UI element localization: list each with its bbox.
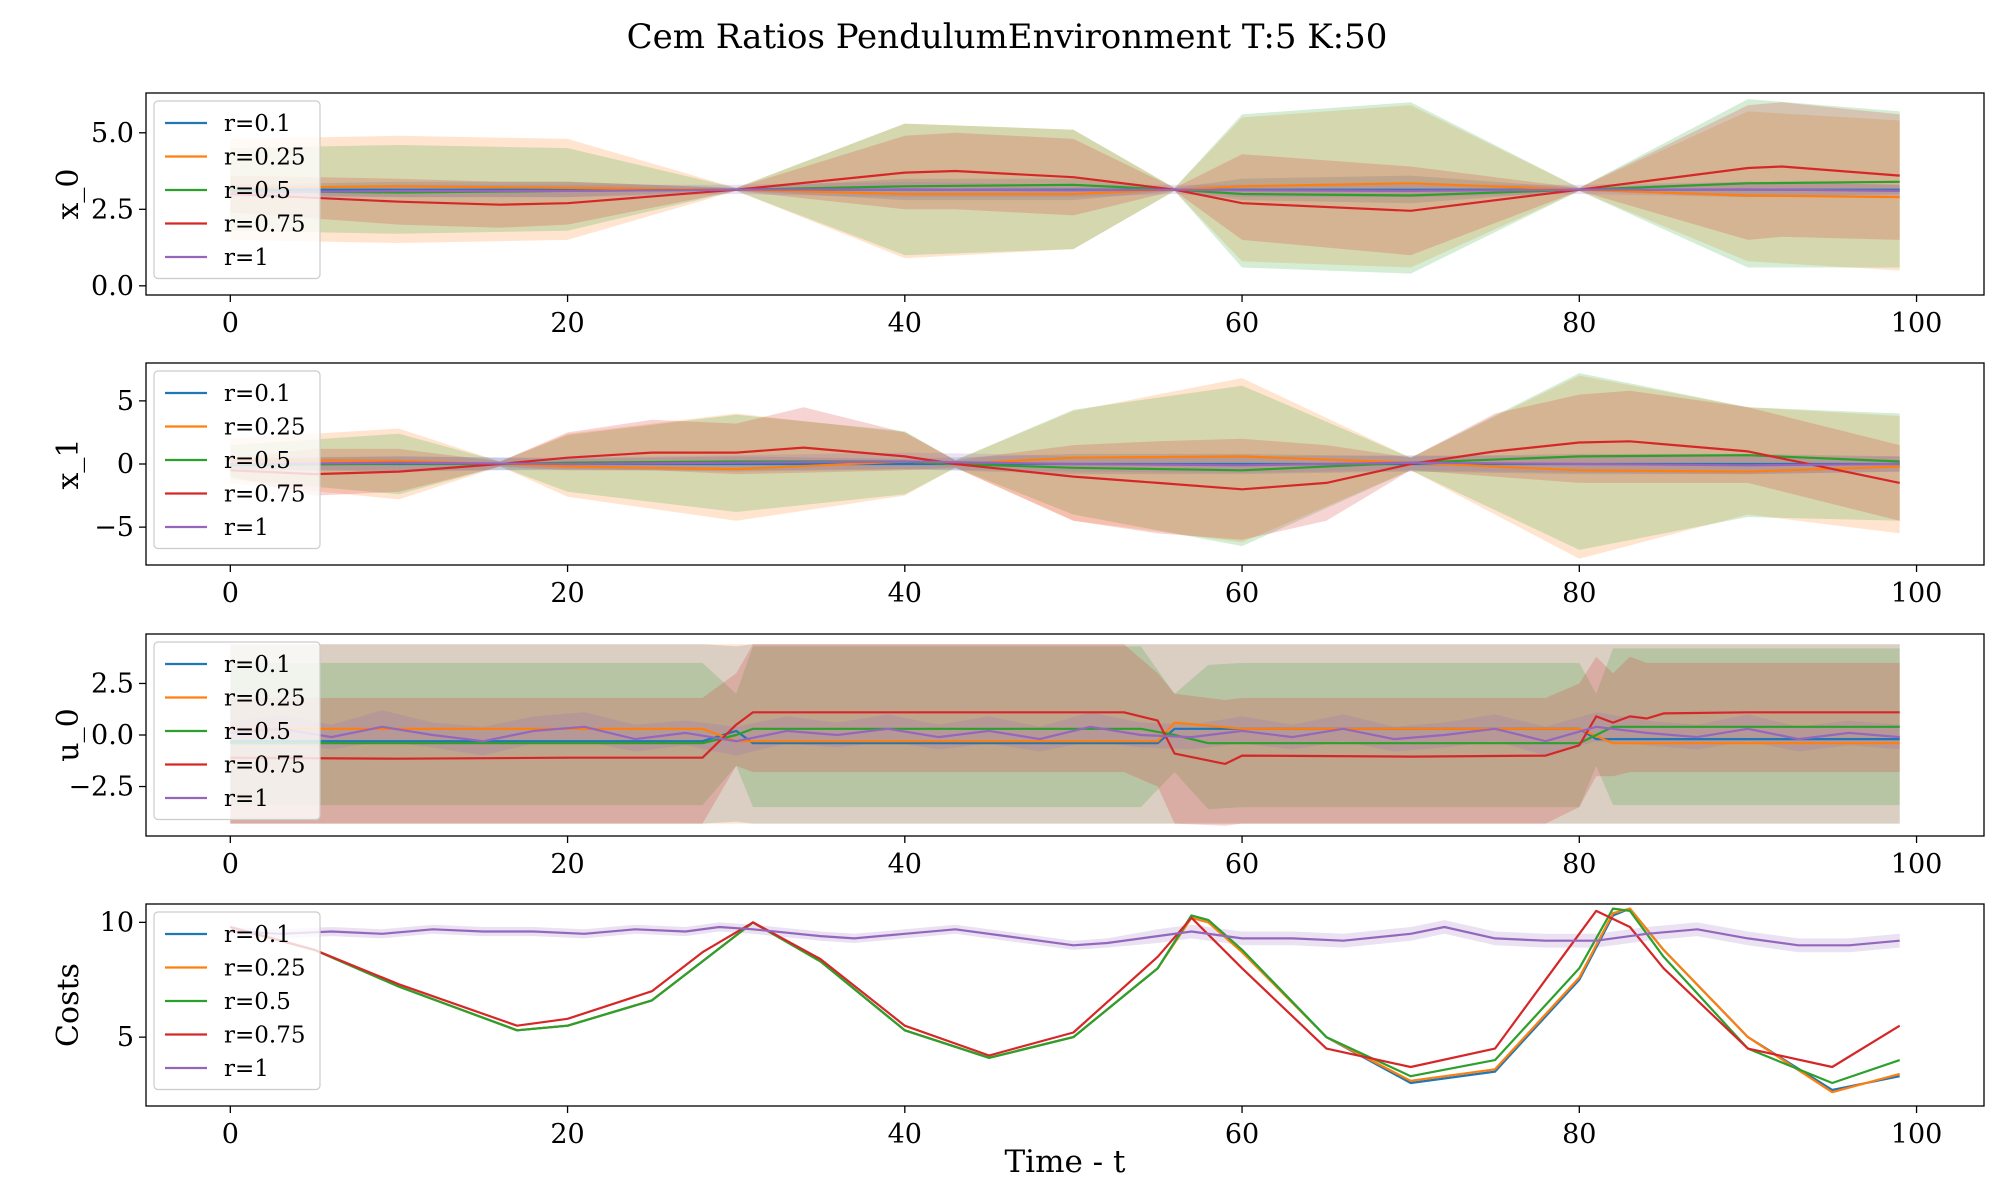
y-axis-label-x-1: x_1 <box>51 438 86 489</box>
band-x-0-r-0-75 <box>230 102 1900 256</box>
x-tick-label-x-0-100: 100 <box>1891 308 1943 339</box>
legend-label-costs-r-0-5: r=0.5 <box>224 989 291 1015</box>
x-tick-label-x-0-0: 0 <box>222 308 239 339</box>
figure-title: Cem Ratios PendulumEnvironment T:5 K:50 <box>627 17 1388 57</box>
y-tick-label-x-0-1: 2.5 <box>91 194 134 225</box>
legend-u-0: r=0.1 r=0.25 r=0.5 r=0.75 r=1 <box>153 641 321 821</box>
plot-area-u-0 <box>230 644 1900 826</box>
line-u-0-r-0-1 <box>230 727 1900 745</box>
line-costs-r-0-5 <box>230 907 1901 1085</box>
y-tick-label-u-0-2: 2.5 <box>91 668 134 699</box>
legend-label-x-1-r-0-5: r=0.5 <box>224 448 291 474</box>
x-tick-label-costs-20: 20 <box>550 1119 584 1150</box>
legend-label-costs-r-0-1: r=0.1 <box>224 922 291 948</box>
x-tick-label-x-0-40: 40 <box>888 308 922 339</box>
x-tick-label-costs-80: 80 <box>1562 1119 1596 1150</box>
line-x-0-r-1 <box>230 188 1900 194</box>
y-tick-label-x-0-0: 0.0 <box>91 271 134 302</box>
x-tick-label-x-1-80: 80 <box>1562 578 1596 609</box>
line-x-0-r-0-75 <box>230 165 1900 212</box>
x-tick-label-x-1-40: 40 <box>888 578 922 609</box>
x-tick-label-costs-60: 60 <box>1225 1119 1259 1150</box>
x-tick-label-x-0-80: 80 <box>1562 308 1596 339</box>
panel-u-0: 0 20 40 60 80 100−2.50.02.5u_0r=0.1r=0.25r=0.… <box>51 633 1985 880</box>
legend-costs: r=0.1 r=0.25 r=0.5 r=0.75 r=1 <box>153 911 321 1091</box>
legend-label-u-0-r-0-1: r=0.1 <box>224 652 291 678</box>
plot-area-x-1 <box>230 373 1900 559</box>
legend-x-1: r=0.1 r=0.25 r=0.5 r=0.75 r=1 <box>153 370 321 550</box>
y-tick-label-costs-1: 10 <box>100 907 134 938</box>
plot-area-x-0 <box>230 99 1900 274</box>
legend-label-x-1-r-0-1: r=0.1 <box>224 381 291 407</box>
legend-label-u-0-r-0-75: r=0.75 <box>224 753 305 779</box>
band-x-1-r-0-75 <box>230 390 1900 540</box>
band-x-1-r-0-5 <box>230 373 1900 550</box>
legend-label-x-1-r-1: r=1 <box>224 515 269 541</box>
line-x-1-r-1 <box>230 460 1900 467</box>
legend-label-x-0-r-0-25: r=0.25 <box>224 145 305 171</box>
band-u-0-r-0-75 <box>230 644 1900 826</box>
legend-label-costs-r-0-25: r=0.25 <box>224 956 305 982</box>
line-u-0-r-0-25 <box>230 721 1900 745</box>
line-u-0-r-1 <box>230 725 1900 743</box>
legend-label-x-1-r-0-25: r=0.25 <box>224 415 305 441</box>
legend-label-u-0-r-0-25: r=0.25 <box>224 686 305 712</box>
legend-x-0: r=0.1 r=0.25 r=0.5 r=0.75 r=1 <box>153 100 321 280</box>
axes-frame-costs <box>145 903 1985 1107</box>
legend-label-x-0-r-0-5: r=0.5 <box>224 178 291 204</box>
axes-frame-x-0 <box>145 92 1985 296</box>
y-tick-label-x-1-1: 0 <box>117 449 134 480</box>
y-tick-label-u-0-0: −2.5 <box>68 772 134 803</box>
x-tick-label-x-1-0: 0 <box>222 578 239 609</box>
band-x-0-r-0-5 <box>230 99 1900 274</box>
x-axis-label: Time - t <box>1005 1144 1127 1180</box>
legend-label-costs-r-1: r=1 <box>224 1056 269 1082</box>
x-tick-label-u-0-20: 20 <box>550 849 584 880</box>
panel-x-1: 0 20 40 60 80 100 −5 0 5 x_1 r=0.1 r=0.25 r=0.5 r=0.7… <box>51 362 1985 609</box>
x-tick-label-costs-0: 0 <box>222 1119 239 1150</box>
y-axis-label-u-0: u_0 <box>51 708 86 761</box>
line-costs-r-1 <box>230 925 1900 947</box>
x-tick-label-u-0-60: 60 <box>1225 849 1259 880</box>
x-tick-label-u-0-0: 0 <box>222 849 239 880</box>
x-tick-label-costs-40: 40 <box>888 1119 922 1150</box>
x-tick-label-u-0-40: 40 <box>888 849 922 880</box>
y-axis-label-x-0: x_0 <box>51 168 86 219</box>
x-tick-label-costs-100: 100 <box>1891 1119 1943 1150</box>
band-costs-r-1 <box>230 920 1900 953</box>
y-tick-label-x-1-2: 5 <box>117 386 134 417</box>
band-x-0-r-0-25 <box>230 105 1900 271</box>
y-tick-label-x-1-0: −5 <box>94 512 134 543</box>
x-tick-label-x-0-20: 20 <box>550 308 584 339</box>
legend-label-x-0-r-0-1: r=0.1 <box>224 111 291 137</box>
x-tick-label-x-1-60: 60 <box>1225 578 1259 609</box>
line-u-0-r-0-5 <box>230 725 1900 745</box>
legend-label-costs-r-0-75: r=0.75 <box>224 1023 305 1049</box>
x-tick-label-u-0-100: 100 <box>1891 849 1943 880</box>
legend-label-x-0-r-1: r=1 <box>224 245 269 271</box>
x-tick-label-x-1-20: 20 <box>550 578 584 609</box>
y-tick-label-costs-0: 5 <box>117 1022 134 1053</box>
plot-area-costs <box>230 907 1901 1094</box>
legend-label-u-0-r-1: r=1 <box>224 786 269 812</box>
panel-costs: 0 20 40 60 80 100510Costsr=0.1r=0.25r=0.5r=0.… <box>51 903 1985 1150</box>
x-tick-label-x-0-60: 60 <box>1225 308 1259 339</box>
line-u-0-r-0-75 <box>230 711 1900 766</box>
y-axis-label-costs: Costs <box>51 963 86 1047</box>
legend-label-x-0-r-0-75: r=0.75 <box>224 212 305 238</box>
legend-label-x-1-r-0-75: r=0.75 <box>224 482 305 508</box>
line-costs-r-0-75 <box>230 909 1901 1069</box>
x-tick-label-x-1-100: 100 <box>1891 578 1943 609</box>
y-tick-label-u-0-1: 0.0 <box>91 720 134 751</box>
y-tick-label-x-0-2: 5.0 <box>91 118 134 149</box>
legend-label-u-0-r-0-5: r=0.5 <box>224 719 291 745</box>
panel-x-0: 0 20 40 60 80 100 0.0 2.5 5.0x_0 r=0.1 r=0.25 r=0.5… <box>51 92 1985 339</box>
x-tick-label-u-0-80: 80 <box>1562 849 1596 880</box>
